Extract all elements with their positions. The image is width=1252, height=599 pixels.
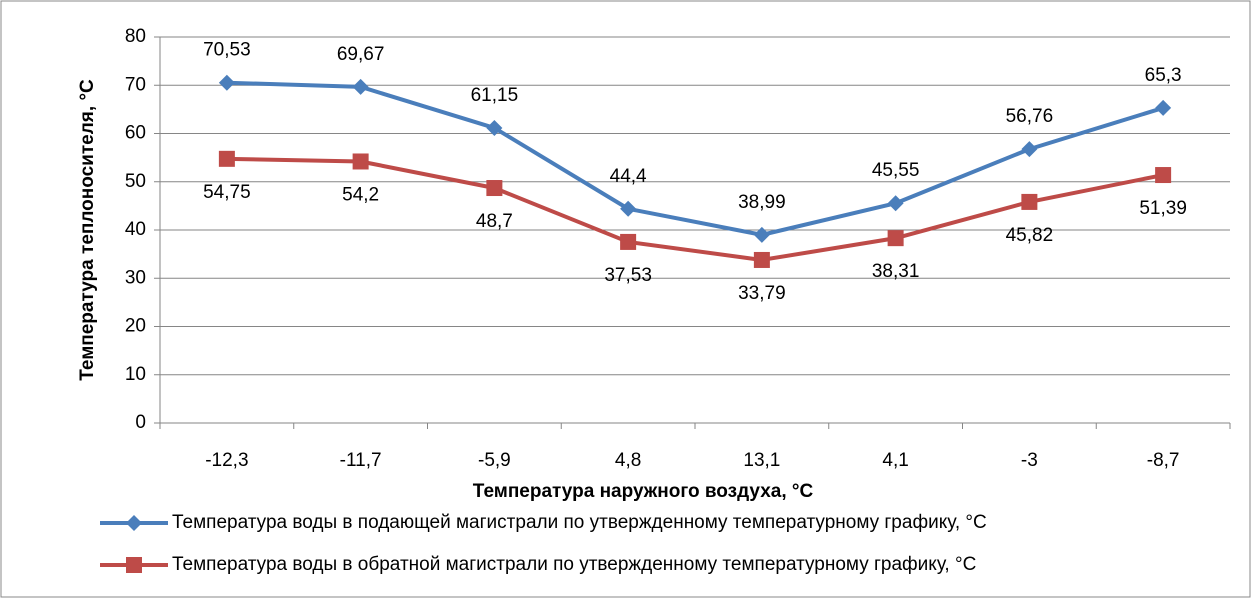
data-label: 51,39 [1139,198,1187,219]
y-tick-label: 10 [125,364,146,385]
y-tick-label: 70 [125,74,146,95]
marker [620,200,637,217]
y-tick-label: 80 [125,26,146,47]
data-label: 65,3 [1145,65,1182,86]
marker [126,557,142,573]
x-tick-label: 4,1 [882,450,908,471]
y-axis-title: Температура теплоносителя, °C [77,79,98,381]
legend-label: Температура воды в подающей магистрали п… [172,512,987,533]
x-tick-label: -11,7 [340,450,382,471]
data-label: 44,4 [610,166,647,187]
x-tick-label: -12,3 [205,450,248,471]
marker [753,251,770,268]
x-tick-label: -5,9 [478,450,511,471]
data-label: 38,99 [738,192,786,213]
data-label: 54,2 [342,185,379,206]
y-tick-label: 40 [125,219,146,240]
marker [887,230,904,247]
series-line [226,80,1164,237]
x-axis-title: Температура наружного воздуха, °C [473,481,814,502]
x-tick-label: -3 [1021,450,1038,471]
data-label: 45,55 [872,160,920,181]
x-tick-label: -8,7 [1147,450,1180,471]
marker [753,226,770,243]
marker [218,150,235,167]
data-label: 54,75 [203,182,251,203]
y-tick-label: 50 [125,171,146,192]
data-label: 69,67 [337,44,385,65]
marker [486,180,503,197]
y-tick-label: 20 [125,316,146,337]
y-tick-label: 30 [125,267,146,288]
data-label: 33,79 [738,283,786,304]
marker [218,74,235,91]
data-label: 45,82 [1006,225,1054,246]
data-label: 56,76 [1006,106,1054,127]
marker [1021,141,1038,158]
data-label: 70,53 [203,40,251,61]
marker [352,153,369,170]
marker [1155,167,1172,184]
data-label: 38,31 [872,261,920,282]
marker [887,195,904,212]
data-label: 37,53 [604,265,652,286]
marker [620,233,637,250]
data-label: 61,15 [471,85,519,106]
marker [126,515,142,531]
x-tick-label: 13,1 [743,450,780,471]
series-line [226,156,1164,262]
data-label: 48,7 [476,211,513,232]
legend-label: Температура воды в обратной магистрали п… [172,554,976,575]
marker [352,78,369,95]
y-tick-label: 0 [135,412,146,433]
y-tick-label: 60 [125,123,146,144]
marker [1021,193,1038,210]
marker [1155,99,1172,116]
x-tick-label: 4,8 [615,450,641,471]
marker [486,119,503,136]
